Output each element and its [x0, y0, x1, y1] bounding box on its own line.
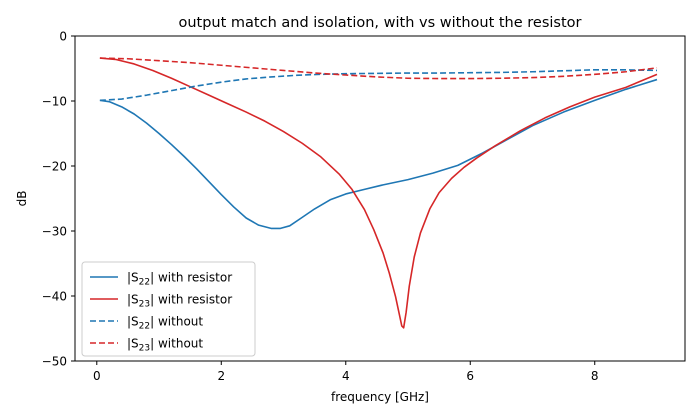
legend-label-rest: | without — [150, 337, 203, 351]
series-line-0 — [99, 78, 658, 230]
legend-entry: |S23| with resistor — [127, 293, 232, 310]
y-axis-label: dB — [15, 191, 29, 207]
y-tick-label: −40 — [42, 290, 67, 304]
y-tick-label: 0 — [59, 30, 67, 44]
x-tick-label: 4 — [342, 369, 350, 383]
x-tick-label: 8 — [591, 369, 599, 383]
legend-label-rest: | without — [150, 315, 203, 329]
x-axis: 0 2 4 6 8 — [93, 361, 599, 383]
legend-label-subscript: 22 — [139, 322, 150, 332]
y-tick-label: −10 — [42, 95, 67, 109]
chart-title: output match and isolation, with vs with… — [178, 15, 581, 31]
y-axis: 0 −10 −20 −30 −40 −50 — [42, 30, 75, 369]
x-axis-label: frequency [GHz] — [331, 390, 429, 404]
legend-label-base: |S — [127, 315, 139, 329]
y-tick-label: −30 — [42, 225, 67, 239]
series-line-3 — [99, 57, 658, 80]
legend-label-base: |S — [127, 271, 139, 285]
legend-label-rest: | with resistor — [150, 271, 232, 285]
legend-entry: |S23| without — [127, 337, 203, 354]
legend: |S22| with resistor|S23| with resistor|S… — [81, 261, 256, 357]
x-tick-label: 6 — [466, 369, 474, 383]
legend-entry: |S22| with resistor — [127, 271, 232, 288]
legend-label-subscript: 22 — [139, 278, 150, 288]
series-line-1 — [99, 57, 658, 329]
series-line-2 — [99, 69, 658, 102]
x-tick-label: 2 — [217, 369, 225, 383]
y-tick-label: −20 — [42, 160, 67, 174]
legend-label-subscript: 23 — [139, 344, 150, 354]
x-tick-label: 0 — [93, 369, 101, 383]
plot-series — [99, 57, 658, 329]
legend-label-base: |S — [127, 293, 139, 307]
legend-label-subscript: 23 — [139, 300, 150, 310]
legend-label-rest: | with resistor — [150, 293, 232, 307]
y-tick-label: −50 — [42, 355, 67, 369]
legend-entry: |S22| without — [127, 315, 203, 332]
plot-frame — [74, 35, 686, 362]
legend-box — [81, 261, 256, 357]
legend-label-base: |S — [127, 337, 139, 351]
